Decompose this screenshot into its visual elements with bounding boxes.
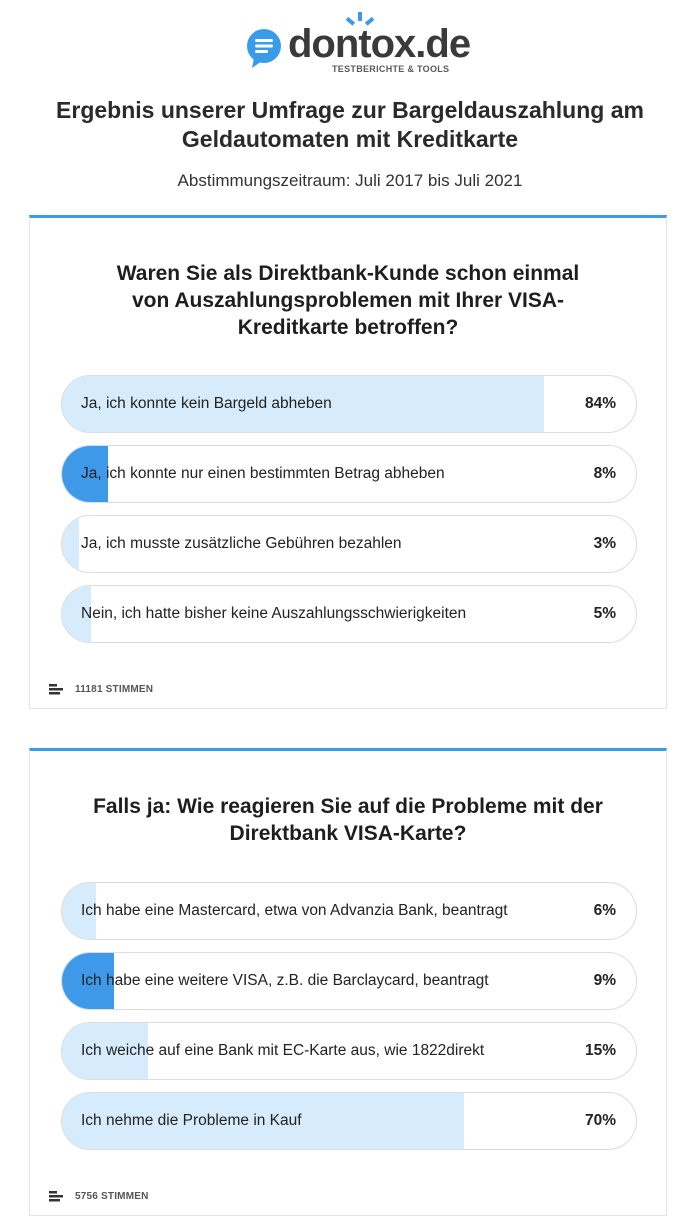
vote-count-label: 11181 STIMMEN [75,684,154,696]
vote-count: 11181 STIMMEN [49,684,153,695]
poll-option[interactable]: Nein, ich hatte bisher keine Auszahlungs… [61,585,637,643]
poll-card-2: Falls ja: Wie reagieren Sie auf die Prob… [29,748,667,1216]
bar-chart-icon [49,1191,63,1202]
option-bar [62,953,114,1009]
option-bar [62,1093,464,1149]
option-percent: 70% [584,1112,616,1129]
poll-option[interactable]: Ich nehme die Probleme in Kauf 70% [61,1092,637,1150]
option-label: Ja, ich konnte nur einen bestimmten Betr… [81,465,445,482]
poll-option[interactable]: Ja, ich musste zusätzliche Gebühren beza… [61,515,637,573]
poll-question-text: Falls ja: Wie reagieren Sie auf die Prob… [93,795,603,845]
poll-option[interactable]: Ich habe eine weitere VISA, z.B. die Bar… [61,952,637,1010]
option-bar [62,586,91,642]
option-label: Ich habe eine Mastercard, etwa von Advan… [81,902,508,919]
option-percent: 15% [584,1042,616,1059]
poll-card-1: Waren Sie als Direktbank-Kunde schon ein… [29,215,667,709]
page-title: Ergebnis unserer Umfrage zur Bargeldausz… [0,96,700,154]
option-percent: 9% [593,972,616,989]
page-subtitle: Abstimmungszeitraum: Juli 2017 bis Juli … [177,171,523,190]
poll-option[interactable]: Ja, ich konnte nur einen bestimmten Betr… [61,445,637,503]
option-percent: 84% [584,395,616,412]
vote-count-label: 5756 STIMMEN [75,1191,149,1203]
option-label: Ich nehme die Probleme in Kauf [81,1112,302,1129]
page-title-text: Ergebnis unserer Umfrage zur Bargeldausz… [56,97,644,152]
brand-name: dontox.de [288,22,471,66]
page-header: dontox.de TESTBERICHTE & TOOLS Ergebnis … [0,0,700,215]
brand-tagline: TESTBERICHTE & TOOLS [332,64,450,74]
option-label: Ich weiche auf eine Bank mit EC-Karte au… [81,1042,485,1059]
option-bar [62,376,545,432]
option-percent: 5% [593,605,616,622]
option-bar [62,446,108,502]
option-label: Nein, ich hatte bisher keine Auszahlungs… [81,605,467,622]
option-bar [62,1023,149,1079]
bar-chart-icon [49,684,63,695]
option-bar [62,516,80,572]
option-percent: 3% [593,535,616,552]
brand-logo[interactable]: dontox.de TESTBERICHTE & TOOLS [246,12,471,74]
poll-question-text: Waren Sie als Direktbank-Kunde schon ein… [116,262,580,339]
option-percent: 8% [593,465,616,482]
poll-question: Falls ja: Wie reagieren Sie auf die Prob… [30,793,666,847]
option-bar [62,883,97,939]
option-label: Ich habe eine weitere VISA, z.B. die Bar… [81,972,489,989]
poll-question: Waren Sie als Direktbank-Kunde schon ein… [30,260,666,341]
option-label: Ja, ich konnte kein Bargeld abheben [81,395,332,412]
speech-bubble-icon [247,29,281,68]
poll-option[interactable]: Ich habe eine Mastercard, etwa von Advan… [61,882,637,940]
option-label: Ja, ich musste zusätzliche Gebühren beza… [81,535,402,552]
poll-option[interactable]: Ja, ich konnte kein Bargeld abheben 84% [61,375,637,433]
star-icon [346,12,374,26]
poll-option[interactable]: Ich weiche auf eine Bank mit EC-Karte au… [61,1022,637,1080]
vote-count: 5756 STIMMEN [49,1191,149,1202]
option-percent: 6% [593,902,616,919]
